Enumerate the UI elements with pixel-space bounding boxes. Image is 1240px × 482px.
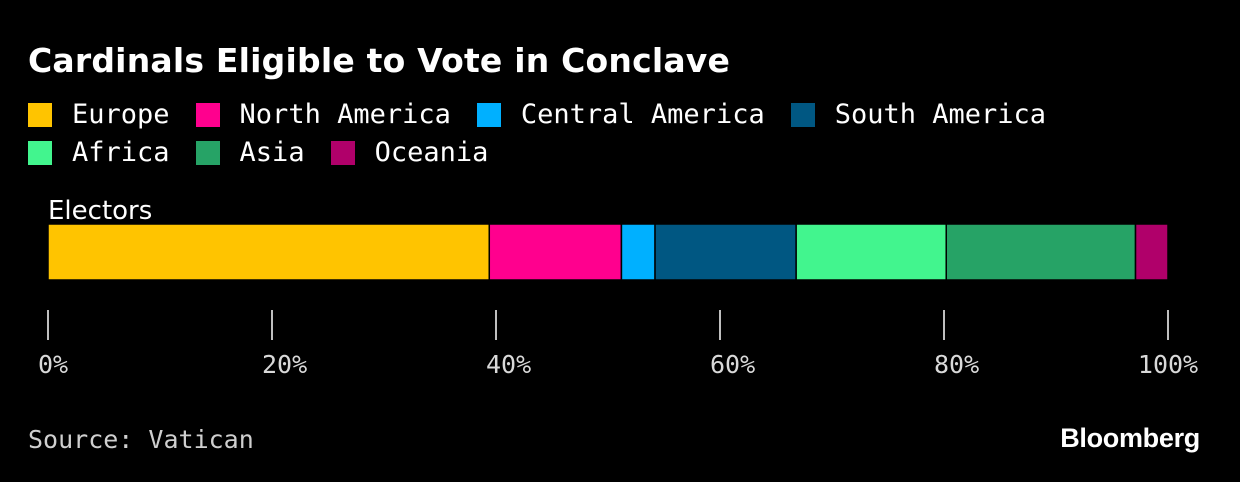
bar-segment-asia: [945, 223, 1137, 281]
legend-item-asia: Asia: [195, 137, 305, 168]
category-label-electors: Electors: [48, 196, 152, 226]
legend-label-central-america: Central America: [520, 99, 765, 130]
legend-swatch-africa: [28, 141, 52, 165]
legend-item-oceania: Oceania: [330, 137, 489, 168]
x-tick-label-0: 0%: [38, 350, 68, 379]
legend-swatch-europe: [28, 103, 52, 127]
legend-label-africa: Africa: [72, 137, 170, 168]
legend-swatch-north-america: [195, 103, 220, 127]
legend: Europe North America Central America South …: [28, 100, 1208, 168]
legend-label-north-america: North America: [239, 99, 451, 130]
legend-label-asia: Asia: [239, 137, 305, 168]
bloomberg-logo: Bloomberg: [1060, 423, 1200, 453]
legend-swatch-asia: [195, 141, 220, 165]
source-note: Source: Vatican: [28, 425, 254, 454]
legend-item-north-america: North America: [195, 99, 451, 130]
bar-segment-south-america: [654, 223, 797, 281]
x-tick-label-40: 40%: [486, 350, 531, 379]
legend-item-south-america: South America: [790, 99, 1047, 130]
legend-swatch-south-america: [790, 103, 815, 127]
chart-title: Cardinals Eligible to Vote in Conclave: [28, 41, 731, 80]
bar-segment-north-america: [488, 223, 623, 281]
bar-segment-central-america: [620, 223, 656, 281]
stacked-bar-chart: Electors 0% 20% 40% 60% 80% 100%: [38, 196, 1198, 379]
bar-segment-oceania: [1134, 223, 1169, 281]
legend-swatch-oceania: [330, 141, 355, 165]
legend-swatch-central-america: [476, 103, 501, 127]
legend-item-central-america: Central America: [476, 99, 765, 130]
x-tick-label-20: 20%: [262, 350, 307, 379]
x-tick-label-60: 60%: [710, 350, 755, 379]
x-tick-label-80: 80%: [934, 350, 979, 379]
legend-item-europe: Europe: [28, 100, 170, 130]
legend-item-africa: Africa: [28, 138, 170, 168]
legend-label-south-america: South America: [834, 99, 1047, 130]
bar-segment-africa: [795, 223, 947, 281]
x-tick-label-100: 100%: [1138, 350, 1198, 379]
bar-segment-europe: [47, 223, 491, 281]
legend-label-europe: Europe: [72, 99, 170, 130]
legend-label-oceania: Oceania: [374, 137, 489, 168]
